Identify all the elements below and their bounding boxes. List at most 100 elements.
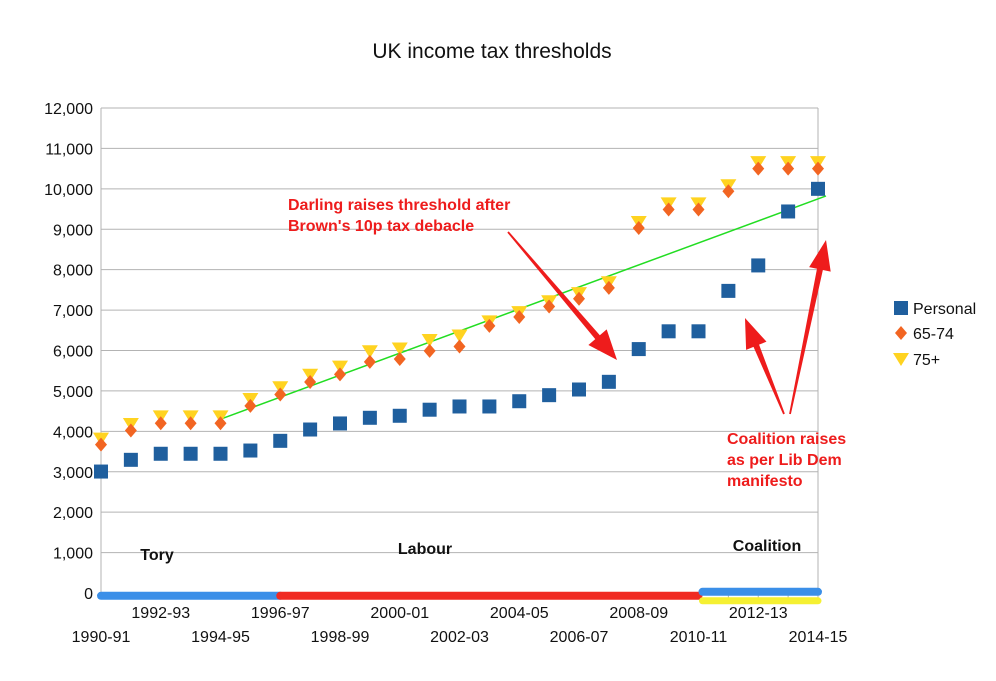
data-point-personal (362, 410, 377, 425)
data-point-personal (273, 433, 288, 448)
data-point-personal (183, 446, 198, 461)
data-point-65-74 (453, 339, 466, 354)
data-point-personal (601, 374, 616, 389)
y-tick-label: 8,000 (53, 263, 93, 280)
data-point-75-plus (391, 342, 408, 356)
data-point-75-plus (451, 329, 468, 343)
data-point-65-74 (662, 202, 675, 217)
data-point-65-74 (184, 416, 197, 431)
data-point-65-74 (214, 416, 227, 431)
data-point-65-74 (274, 387, 287, 402)
data-point-personal (452, 399, 467, 414)
data-point-personal (691, 324, 706, 339)
y-tick-label: 1,000 (53, 546, 93, 563)
annotation-text: Darling raises threshold after (288, 197, 510, 214)
data-point-65-74 (692, 202, 705, 217)
data-point-65-74 (782, 161, 795, 176)
annotation-arrow (789, 240, 831, 415)
legend-entry: 65-74 (913, 326, 954, 343)
x-axis-ticks: 1992-93 1996-97 2000-01 2004-05 2008-09 2012-… (72, 593, 848, 646)
annotation-arrow (745, 318, 785, 415)
y-tick-label: 3,000 (53, 465, 93, 482)
data-point-65-74 (363, 354, 376, 369)
y-tick-label: 6,000 (53, 344, 93, 361)
data-point-65-74 (423, 343, 436, 358)
data-point-personal (213, 446, 228, 461)
y-tick-label: 5,000 (53, 384, 93, 401)
era-bars: Tory Labour Coalition (97, 538, 822, 605)
y-tick-label: 11,000 (45, 141, 93, 158)
y-tick-label: 12,000 (44, 101, 93, 118)
data-point-personal (781, 204, 796, 219)
data-point-65-74 (95, 437, 107, 452)
data-point-65-74 (602, 280, 615, 295)
data-point-personal (243, 443, 258, 458)
era-label: Labour (398, 541, 452, 558)
data-point-65-74 (895, 326, 907, 340)
x-tick-label: 1998-99 (311, 629, 370, 646)
x-tick-label: 1992-93 (131, 605, 190, 622)
gridlines (100, 107, 819, 594)
era-label: Coalition (733, 538, 801, 555)
data-point-personal (94, 464, 108, 479)
legend: Personal 65-74 75+ (893, 301, 976, 369)
data-point-65-74 (154, 416, 167, 431)
data-point-personal (542, 388, 557, 403)
x-tick-label: 2012-13 (729, 605, 788, 622)
data-point-75-plus (361, 345, 378, 359)
data-point-75-plus (421, 333, 438, 347)
data-point-personal (303, 422, 318, 437)
annotation-arrow (507, 231, 617, 360)
legend-entry: 75+ (913, 352, 940, 369)
data-point-personal (333, 416, 347, 431)
annotation-text: Coalition raises (727, 431, 846, 448)
x-tick-label: 1994-95 (191, 629, 250, 646)
x-tick-label: 2002-03 (430, 629, 489, 646)
data-point-personal (661, 324, 676, 339)
y-tick-label: 4,000 (53, 424, 93, 441)
data-point-personal (894, 301, 908, 315)
data-point-65-74 (573, 291, 585, 306)
data-point-65-74 (393, 351, 406, 366)
data-point-personal (422, 402, 437, 417)
data-point-65-74 (752, 161, 765, 176)
data-point-personal (751, 258, 766, 273)
data-point-75-plus (893, 353, 909, 366)
data-point-personal (631, 342, 646, 357)
data-point-personal (721, 283, 736, 298)
data-point-personal (123, 452, 138, 467)
data-point-personal (482, 399, 497, 414)
annotation-text: manifesto (727, 473, 803, 490)
data-point-65-74 (483, 318, 496, 333)
annotation-text: Brown's 10p tax debacle (288, 218, 474, 235)
y-tick-label: 2,000 (53, 505, 93, 522)
data-point-65-74 (543, 299, 556, 314)
data-point-65-74 (304, 375, 317, 390)
data-point-personal (811, 181, 825, 196)
x-tick-label: 2004-05 (490, 605, 549, 622)
x-tick-label: 2000-01 (370, 605, 429, 622)
x-tick-label: 2014-15 (789, 629, 848, 646)
annotation-text: as per Lib Dem (727, 452, 842, 469)
data-point-personal (572, 382, 586, 397)
annotation-arrows (507, 231, 831, 415)
annotations: Darling raises threshold after Brown's 10… (288, 197, 846, 490)
y-tick-label: 9,000 (53, 222, 93, 239)
x-tick-label: 1996-97 (251, 605, 310, 622)
data-points (93, 156, 826, 479)
x-tick-label: 1990-91 (72, 629, 131, 646)
data-point-personal (512, 394, 527, 409)
data-point-65-74 (244, 398, 257, 413)
data-point-65-74 (812, 161, 824, 176)
data-point-personal (392, 408, 407, 423)
x-tick-label: 2006-07 (550, 629, 609, 646)
data-point-65-74 (124, 423, 137, 438)
legend-entry: Personal (913, 301, 976, 318)
x-tick-label: 2010-11 (670, 629, 728, 646)
y-tick-label: 10,000 (44, 182, 93, 199)
data-point-65-74 (722, 184, 735, 199)
data-point-75-plus (332, 360, 348, 374)
era-label: Tory (140, 547, 174, 564)
y-axis-ticks: 0 1,000 2,000 3,000 4,000 5,000 6,000 7,000 8,00… (44, 101, 93, 603)
